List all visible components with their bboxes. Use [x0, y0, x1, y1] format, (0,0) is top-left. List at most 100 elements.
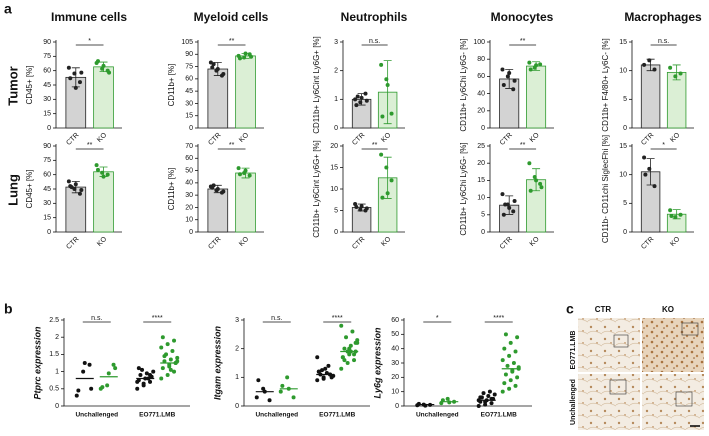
data-point: [528, 188, 533, 193]
data-point: [221, 71, 226, 76]
data-point: [100, 170, 105, 175]
x-tick-label: CTR: [65, 236, 80, 251]
data-point: [502, 346, 507, 351]
y-tick-label: 10: [477, 194, 485, 201]
data-point: [445, 396, 450, 401]
significance-label: n.s.: [271, 315, 282, 322]
tissue-image: [578, 318, 640, 372]
data-point: [384, 77, 389, 82]
data-point: [162, 359, 167, 364]
data-point: [106, 371, 111, 376]
data-point: [384, 165, 389, 170]
data-point: [267, 398, 272, 403]
y-tick-label: 40: [185, 180, 193, 187]
data-point: [500, 67, 505, 72]
x-tick-label: EO771.LMB: [481, 412, 517, 419]
data-point: [210, 65, 215, 70]
y-tick-label: 0: [334, 125, 338, 132]
data-point: [278, 389, 283, 394]
y-tick-label: 10: [185, 217, 193, 224]
zoom-box: [681, 322, 699, 336]
x-tick-label: CTR: [207, 236, 222, 251]
data-point: [77, 191, 82, 196]
y-tick-label: 100: [473, 39, 485, 46]
data-point: [167, 364, 172, 369]
y-tick-label: 1: [235, 374, 239, 381]
data-point: [511, 361, 516, 365]
bar: [93, 171, 114, 233]
data-point: [528, 67, 533, 72]
data-point: [355, 94, 360, 99]
significance-label: *: [88, 38, 91, 45]
data-point: [211, 62, 216, 67]
significance-label: n.s.: [369, 38, 380, 45]
data-point: [678, 212, 683, 217]
data-point: [339, 323, 344, 328]
y-tick-label: 40: [391, 346, 399, 353]
data-point: [511, 87, 516, 92]
data-point: [355, 338, 360, 343]
y-tick-label: 20: [330, 143, 338, 150]
data-point: [247, 173, 252, 178]
row-label: Lung: [5, 174, 20, 206]
data-point: [380, 114, 385, 119]
data-point: [170, 348, 175, 353]
data-point: [77, 80, 82, 85]
data-point: [254, 395, 259, 400]
data-point: [354, 103, 359, 108]
data-point: [68, 76, 73, 81]
data-point: [211, 183, 216, 188]
y-tick-label: 0: [623, 229, 627, 236]
y-tick-label: 30: [185, 100, 193, 107]
data-point: [478, 395, 483, 400]
data-point: [339, 366, 344, 371]
y-tick-label: 45: [185, 88, 193, 95]
x-tick-label: CTR: [65, 132, 80, 147]
data-point: [359, 95, 364, 100]
significance-label: **: [229, 38, 235, 45]
data-point: [237, 172, 242, 177]
data-point: [508, 378, 513, 383]
data-point: [354, 205, 359, 210]
data-point: [527, 60, 532, 65]
data-point: [500, 192, 505, 197]
data-point: [503, 372, 508, 377]
data-point: [111, 362, 116, 367]
y-tick-label: 45: [43, 186, 51, 193]
x-tick-label: Unchallenged: [75, 412, 118, 419]
data-point: [135, 386, 140, 391]
data-point: [89, 386, 94, 391]
y-tick-label: 0: [481, 125, 485, 132]
y-tick-label: 50: [391, 331, 399, 338]
y-tick-label: 10: [619, 68, 627, 75]
data-point: [515, 335, 520, 340]
data-point: [353, 202, 358, 207]
y-tick-label: 60: [43, 68, 51, 75]
y-tick-label: 3: [334, 39, 338, 46]
y-axis-label: CD11b+ [%]: [167, 64, 176, 107]
x-tick-label: Unchallenged: [416, 412, 459, 419]
y-tick-label: 40: [477, 90, 485, 97]
data-point: [505, 363, 510, 368]
x-tick-label: CTR: [207, 132, 222, 147]
data-point: [511, 209, 516, 214]
panel-label: a: [4, 1, 12, 17]
x-tick-label: CTR: [499, 132, 514, 147]
y-tick-label: 0: [189, 125, 193, 132]
x-tick-label: CTR: [351, 236, 366, 251]
data-point: [352, 358, 357, 363]
x-tick-label: KO: [669, 131, 681, 143]
data-point: [668, 208, 673, 213]
y-tick-label: 30: [391, 360, 399, 367]
y-tick-label: 2: [55, 334, 59, 341]
data-point: [76, 388, 81, 393]
y-tick-label: 5: [334, 207, 338, 214]
chart-title: Monocytes: [491, 10, 554, 24]
data-point: [249, 54, 254, 59]
data-point: [342, 358, 347, 363]
data-point: [359, 204, 364, 209]
data-point: [538, 181, 543, 186]
y-tick-label: 45: [43, 82, 51, 89]
data-point: [151, 369, 156, 374]
x-tick-label: CTR: [640, 236, 655, 251]
